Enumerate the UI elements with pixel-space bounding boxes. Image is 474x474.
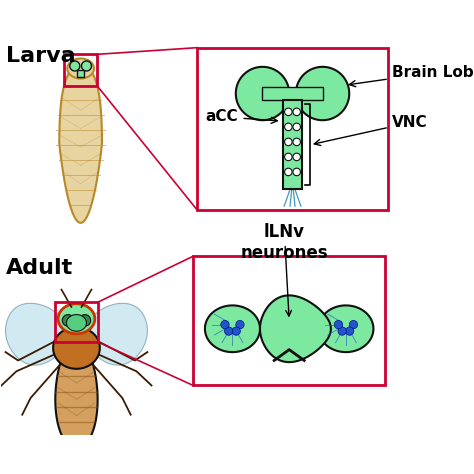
Circle shape: [284, 123, 292, 131]
Polygon shape: [66, 315, 86, 331]
Polygon shape: [67, 58, 94, 79]
Polygon shape: [55, 339, 98, 448]
Polygon shape: [87, 303, 147, 365]
Bar: [55, 302, 98, 342]
Circle shape: [221, 320, 229, 329]
Text: Adult: Adult: [6, 258, 73, 278]
Polygon shape: [53, 327, 100, 369]
Circle shape: [293, 168, 301, 176]
Circle shape: [293, 108, 301, 116]
Polygon shape: [296, 67, 349, 120]
Polygon shape: [205, 305, 260, 352]
Polygon shape: [70, 61, 80, 71]
Polygon shape: [77, 70, 84, 77]
Circle shape: [293, 153, 301, 161]
Circle shape: [293, 138, 301, 146]
Polygon shape: [263, 87, 322, 100]
Text: Brain Lob: Brain Lob: [349, 65, 474, 87]
Circle shape: [79, 315, 91, 326]
Polygon shape: [82, 61, 91, 71]
Polygon shape: [58, 304, 95, 334]
Polygon shape: [260, 295, 331, 362]
Text: aCC: aCC: [206, 109, 277, 124]
Text: VNC: VNC: [314, 115, 428, 146]
Circle shape: [62, 315, 74, 326]
Circle shape: [284, 138, 292, 146]
Circle shape: [334, 320, 343, 329]
Bar: [198, 48, 388, 210]
Circle shape: [349, 320, 357, 329]
Circle shape: [338, 327, 346, 335]
Circle shape: [284, 108, 292, 116]
Circle shape: [232, 327, 240, 335]
Polygon shape: [283, 100, 301, 190]
Polygon shape: [59, 64, 102, 223]
Text: Larva: Larva: [6, 46, 75, 66]
Polygon shape: [236, 67, 289, 120]
Bar: [193, 256, 385, 385]
Circle shape: [293, 123, 301, 131]
Bar: [64, 55, 97, 86]
Circle shape: [346, 327, 354, 335]
Circle shape: [236, 320, 244, 329]
Polygon shape: [6, 303, 66, 365]
Text: lLNv
neurones: lLNv neurones: [240, 223, 328, 262]
Circle shape: [284, 153, 292, 161]
Circle shape: [284, 168, 292, 176]
Circle shape: [225, 327, 233, 335]
Polygon shape: [319, 305, 374, 352]
